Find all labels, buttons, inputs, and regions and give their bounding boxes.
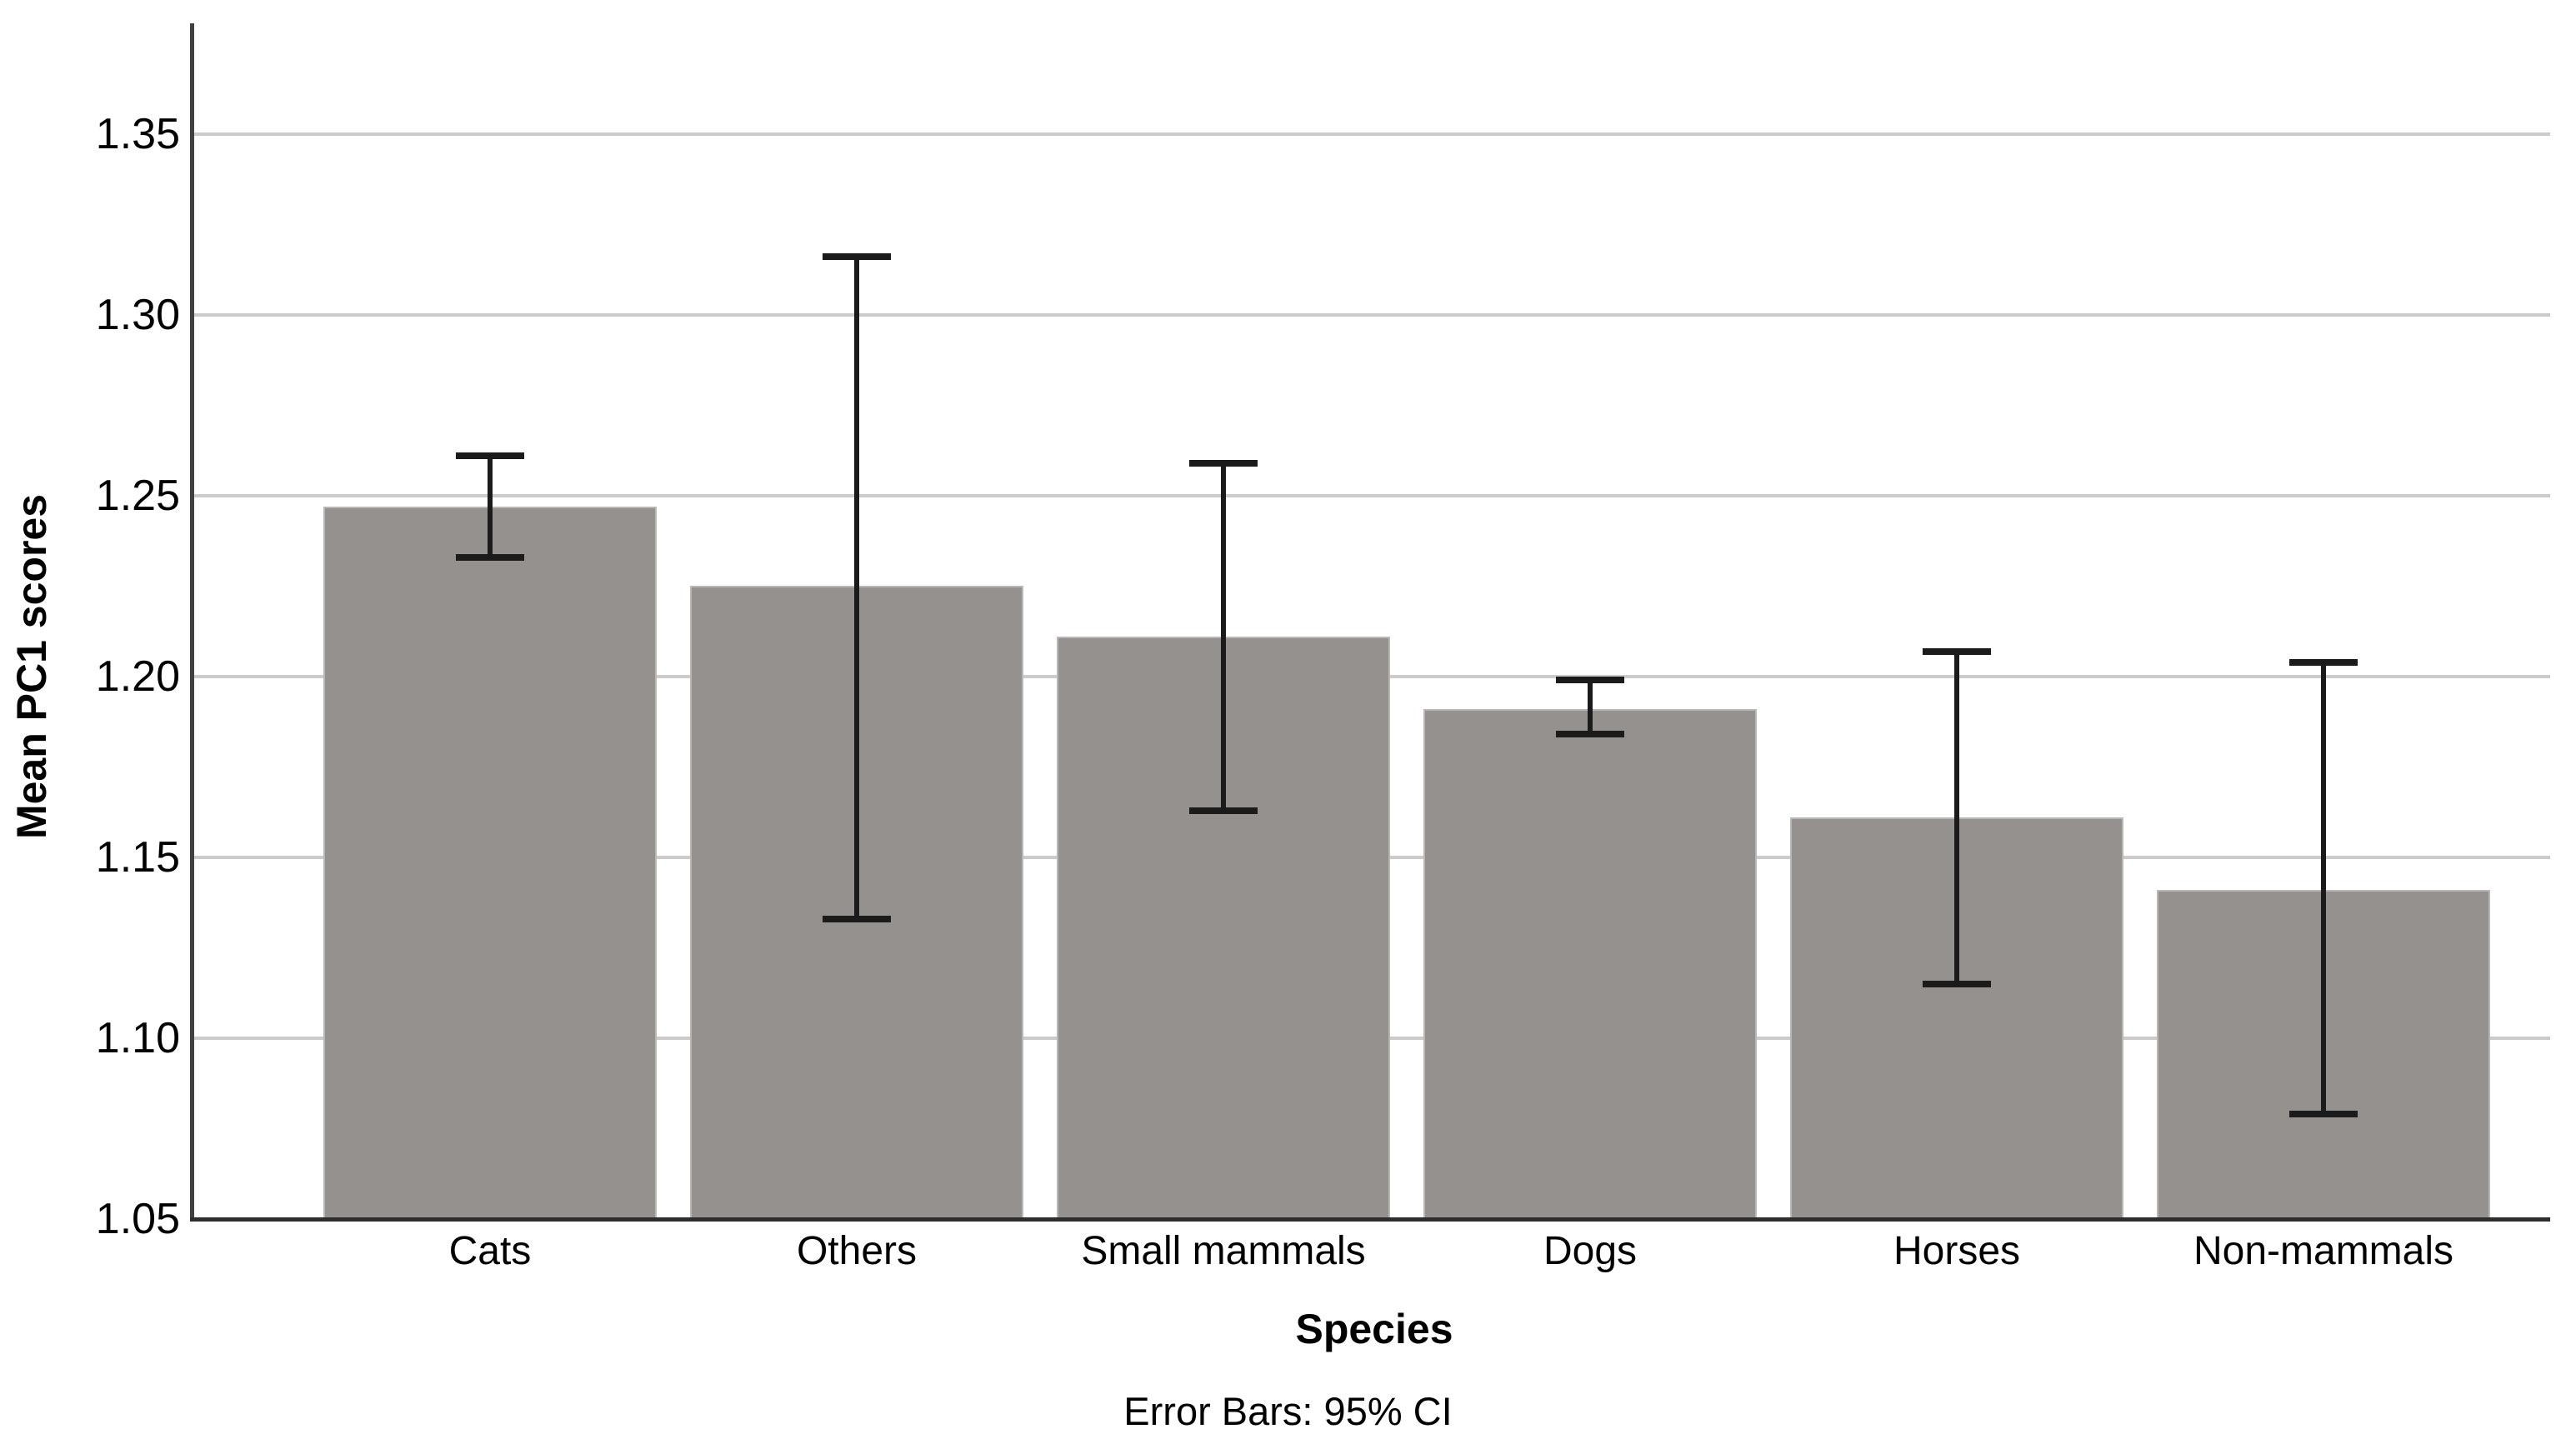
error-bar-line xyxy=(488,456,493,557)
x-category-label: Cats xyxy=(448,1229,532,1273)
error-bar-line xyxy=(1221,462,1226,811)
error-bar-line xyxy=(1954,651,1959,984)
y-gridline xyxy=(193,493,2550,497)
y-axis-title: Mean PC1 scores xyxy=(8,493,55,840)
x-category-label: Others xyxy=(796,1229,918,1273)
error-bar-top-cap xyxy=(1189,459,1258,467)
y-tick-label: 1.10 xyxy=(95,1013,180,1062)
bar-dogs xyxy=(1423,708,1757,1219)
error-bar-bottom-cap xyxy=(1556,731,1624,738)
x-axis-title: Species xyxy=(1295,1306,1453,1352)
y-tick-label: 1.25 xyxy=(95,471,180,520)
y-tick-label: 1.35 xyxy=(95,109,180,158)
x-category-label: Dogs xyxy=(1543,1229,1638,1273)
error-bar-bottom-cap xyxy=(823,915,891,922)
error-bar-bottom-cap xyxy=(1189,807,1258,814)
y-tick-label: 1.15 xyxy=(95,832,180,882)
y-tick-label: 1.20 xyxy=(95,652,180,701)
error-bar-bottom-cap xyxy=(456,553,524,561)
y-tick-label: 1.30 xyxy=(95,290,180,339)
x-category-label: Small mammals xyxy=(1081,1229,1366,1273)
x-category-label: Non-mammals xyxy=(2193,1229,2454,1273)
x-category-label: Horses xyxy=(1893,1229,2021,1273)
y-gridline xyxy=(193,312,2550,317)
error-bar-top-cap xyxy=(823,253,891,261)
y-axis-line xyxy=(190,23,194,1221)
x-axis-line xyxy=(190,1217,2550,1222)
y-gridline xyxy=(193,132,2550,136)
error-bar-bottom-cap xyxy=(1923,980,1991,987)
error-bar-top-cap xyxy=(1923,647,1991,655)
error-bar-bottom-cap xyxy=(2289,1111,2358,1118)
error-bar-line xyxy=(2321,662,2326,1115)
y-tick-label: 1.05 xyxy=(95,1195,180,1243)
error-bars-footnote: Error Bars: 95% CI xyxy=(1123,1389,1453,1433)
error-bar-top-cap xyxy=(1556,677,1624,684)
error-bar-top-cap xyxy=(2289,658,2358,666)
error-bar-line xyxy=(854,257,859,919)
error-bar-line xyxy=(1588,680,1593,735)
error-bar-top-cap xyxy=(456,452,524,460)
